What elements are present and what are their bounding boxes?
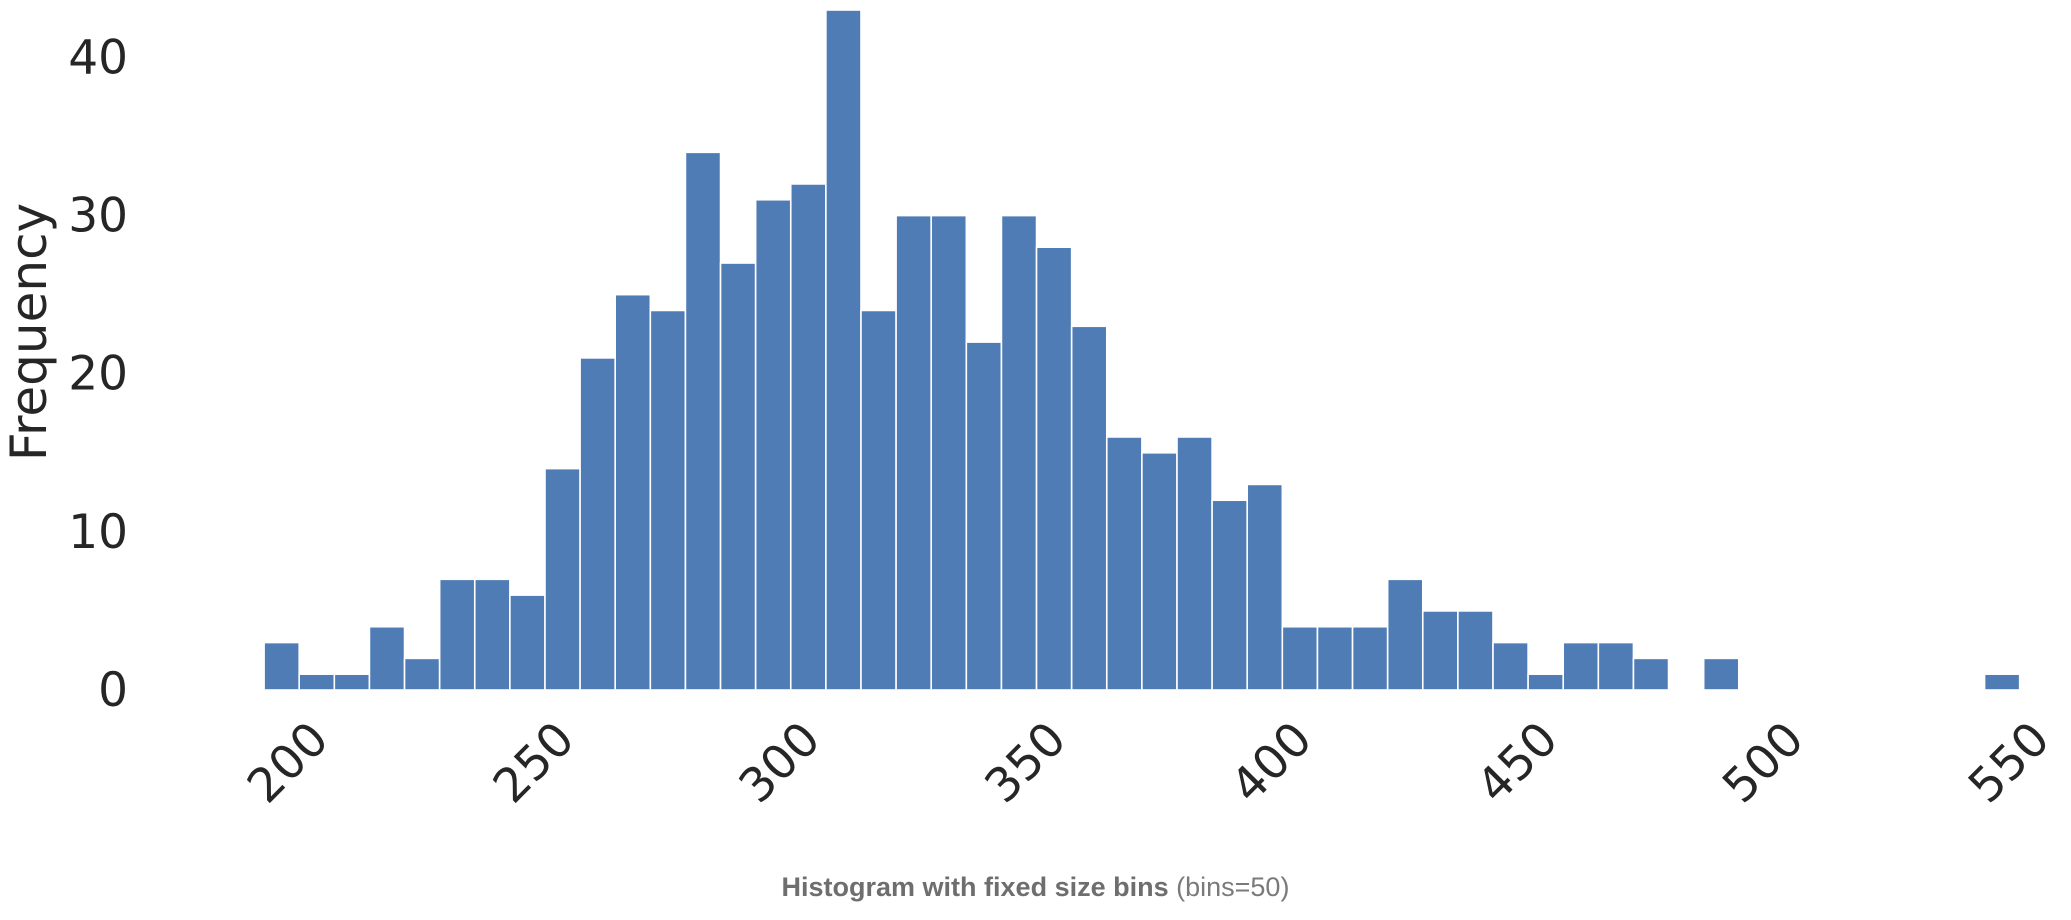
- histogram-bar: [1632, 657, 1670, 691]
- x-tick-label: 400: [1221, 712, 1323, 814]
- histogram-bar: [1070, 325, 1108, 691]
- histogram-bar: [263, 641, 301, 691]
- caption-bins-note: (bins=50): [1176, 872, 1290, 902]
- x-axis-tick-labels: 200 250 300 350 400 450 500 550: [237, 712, 2060, 814]
- x-tick-label: 300: [729, 712, 831, 814]
- x-tick-label: 200: [237, 712, 339, 814]
- histogram-bar: [1176, 436, 1213, 691]
- histogram-bar: [1211, 499, 1249, 691]
- histogram-bar: [965, 341, 1003, 691]
- y-tick-label: 0: [98, 663, 128, 718]
- histogram-bar: [298, 673, 336, 691]
- histogram-bar: [684, 151, 722, 691]
- histogram-bar: [825, 9, 862, 691]
- histogram-bar: [1035, 246, 1073, 691]
- x-tick-label: 350: [975, 712, 1077, 814]
- y-tick-label: 40: [68, 30, 128, 85]
- histogram-bar: [1562, 641, 1600, 691]
- histogram-bar: [719, 262, 757, 691]
- histogram-bar: [1246, 483, 1284, 691]
- x-tick-label: 250: [483, 712, 585, 814]
- histogram-bar: [509, 594, 546, 691]
- histogram-bar: [403, 657, 441, 691]
- histogram-bar: [1597, 641, 1635, 691]
- x-tick-label: 450: [1466, 712, 1568, 814]
- histogram-bars: [263, 9, 2021, 691]
- chart-caption: Histogram with fixed size bins (bins=50): [0, 872, 2071, 903]
- histogram-bar: [1457, 610, 1494, 691]
- y-axis-tick-labels: 0 10 20 30 40: [68, 30, 128, 718]
- histogram-bar: [860, 309, 897, 691]
- histogram-bar: [544, 467, 581, 691]
- histogram-bar: [1281, 625, 1319, 691]
- histogram-bar: [754, 198, 792, 691]
- histogram-bar: [333, 673, 371, 691]
- histogram-bar: [1983, 673, 2021, 691]
- x-tick-label: 550: [1958, 712, 2060, 814]
- histogram-bar: [1702, 657, 1740, 691]
- y-tick-label: 20: [68, 347, 128, 402]
- histogram-bar: [368, 625, 406, 691]
- histogram-bar: [1527, 673, 1565, 691]
- histogram-bar: [1421, 610, 1459, 691]
- histogram-bar: [579, 357, 617, 691]
- histogram-bar: [1105, 436, 1143, 691]
- histogram-bar: [614, 293, 652, 691]
- histogram-bar: [1316, 625, 1354, 691]
- histogram-bar: [789, 183, 827, 691]
- y-axis-title: Frequency: [0, 203, 58, 461]
- histogram-bar: [1000, 214, 1038, 691]
- histogram-bar: [1351, 625, 1389, 691]
- x-tick-label: 500: [1712, 712, 1814, 814]
- histogram-bar: [1141, 451, 1178, 691]
- histogram-bar: [649, 309, 687, 691]
- y-tick-label: 10: [68, 505, 128, 560]
- histogram-bar: [438, 578, 476, 691]
- histogram-bar: [930, 214, 968, 691]
- histogram-bar: [473, 578, 511, 691]
- caption-title: Histogram with fixed size bins: [781, 872, 1169, 902]
- histogram-bar: [895, 214, 933, 691]
- y-tick-label: 30: [68, 189, 128, 244]
- histogram-bar: [1386, 578, 1424, 691]
- histogram-bar: [1492, 641, 1529, 691]
